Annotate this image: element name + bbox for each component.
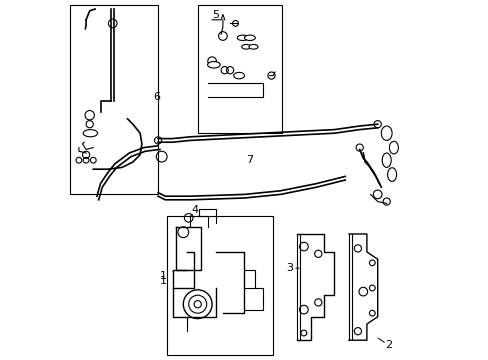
Ellipse shape — [83, 130, 98, 137]
Ellipse shape — [387, 168, 396, 181]
Ellipse shape — [244, 35, 255, 41]
Bar — [167, 216, 273, 355]
Text: 2: 2 — [384, 339, 391, 350]
Text: 3: 3 — [285, 263, 292, 273]
Ellipse shape — [233, 72, 244, 79]
Bar — [197, 5, 282, 133]
Ellipse shape — [207, 62, 220, 68]
Text: 1: 1 — [160, 276, 167, 286]
Ellipse shape — [241, 45, 250, 49]
Text: 7: 7 — [246, 155, 253, 165]
Ellipse shape — [248, 45, 258, 49]
Text: 6: 6 — [152, 92, 160, 102]
Ellipse shape — [237, 35, 247, 41]
Ellipse shape — [388, 141, 398, 154]
Ellipse shape — [382, 153, 390, 167]
Text: 1: 1 — [160, 271, 172, 281]
Bar — [70, 5, 158, 194]
Ellipse shape — [381, 126, 391, 140]
Text: 4: 4 — [191, 204, 198, 215]
Text: 5: 5 — [212, 10, 219, 20]
